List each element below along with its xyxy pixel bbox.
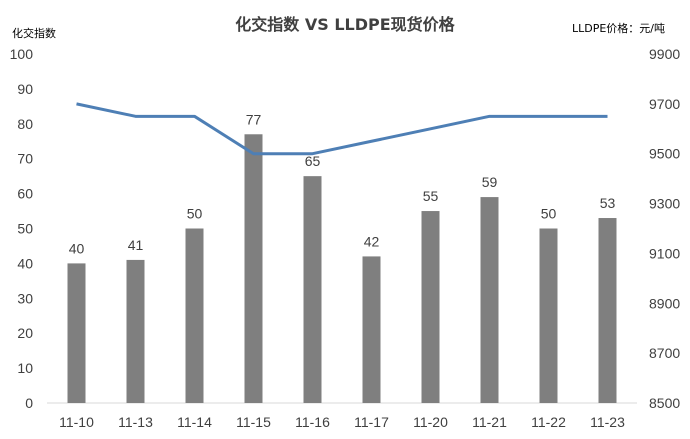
bar — [362, 256, 381, 403]
bar-data-label: 50 — [187, 206, 203, 222]
chart-title: 化交指数 VS LLDPE现货价格 — [235, 15, 455, 34]
x-tick-label: 11-21 — [472, 414, 507, 430]
price-line — [76, 102, 608, 156]
left-tick-label: 10 — [17, 360, 33, 376]
left-tick-label: 80 — [17, 116, 33, 132]
bar-series — [67, 134, 617, 403]
bar-data-label: 50 — [541, 206, 557, 222]
bar-data-label: 77 — [246, 111, 262, 127]
bar — [421, 211, 440, 403]
left-tick-label: 40 — [17, 255, 33, 271]
bar — [303, 176, 322, 403]
left-axis-unit: 化交指数 — [12, 26, 56, 40]
x-tick-label: 11-16 — [295, 414, 330, 430]
right-tick-label: 8500 — [649, 395, 680, 411]
x-tick-label: 11-23 — [590, 414, 625, 430]
bar-data-label: 40 — [69, 240, 85, 256]
left-tick-label: 70 — [17, 151, 33, 167]
right-tick-label: 8900 — [649, 295, 680, 311]
left-tick-label: 50 — [17, 221, 33, 237]
x-tick-label: 11-15 — [236, 414, 271, 430]
x-tick-label: 11-22 — [531, 414, 566, 430]
left-tick-label: 60 — [17, 186, 33, 202]
bar-data-label: 59 — [482, 174, 498, 190]
left-tick-label: 90 — [17, 81, 33, 97]
x-tick-label: 11-20 — [413, 414, 448, 430]
x-axis-ticks: 11-10 11-13 11-14 11-15 11-16 11-17 11-20 11-21… — [59, 414, 625, 430]
right-tick-label: 9700 — [649, 96, 680, 112]
line-series — [76, 102, 608, 156]
bar-data-label: 65 — [305, 153, 321, 169]
bar — [480, 197, 499, 403]
bar-data-labels: 40 41 50 77 65 42 55 59 50 53 — [69, 111, 616, 256]
x-tick-label: 11-14 — [177, 414, 212, 430]
left-tick-label: 20 — [17, 325, 33, 341]
x-tick-label: 11-10 — [59, 414, 94, 430]
right-tick-label: 9100 — [649, 245, 680, 261]
bar-data-label: 41 — [128, 237, 144, 253]
left-tick-label: 100 — [10, 46, 34, 62]
right-tick-label: 9500 — [649, 146, 680, 162]
bar-data-label: 42 — [364, 233, 380, 249]
bar — [539, 228, 558, 403]
bar-data-label: 53 — [600, 195, 616, 211]
x-tick-label: 11-13 — [118, 414, 153, 430]
right-tick-label: 9900 — [649, 46, 680, 62]
left-axis-ticks: 0 10 20 30 40 50 60 70 80 90 100 — [10, 46, 34, 411]
bar — [126, 259, 145, 403]
left-tick-label: 0 — [25, 395, 33, 411]
left-tick-label: 30 — [17, 290, 33, 306]
bar — [67, 263, 86, 403]
right-axis-unit: LLDPE价格：元/吨 — [572, 21, 665, 35]
bar — [185, 228, 204, 403]
x-tick-label: 11-17 — [354, 414, 389, 430]
right-tick-label: 8700 — [649, 345, 680, 361]
right-tick-label: 9300 — [649, 196, 680, 212]
bar — [598, 218, 617, 403]
bar — [244, 134, 263, 403]
right-axis-ticks: 8500 8700 8900 9100 9300 9500 9700 9900 — [649, 46, 680, 411]
bar-data-label: 55 — [423, 188, 439, 204]
